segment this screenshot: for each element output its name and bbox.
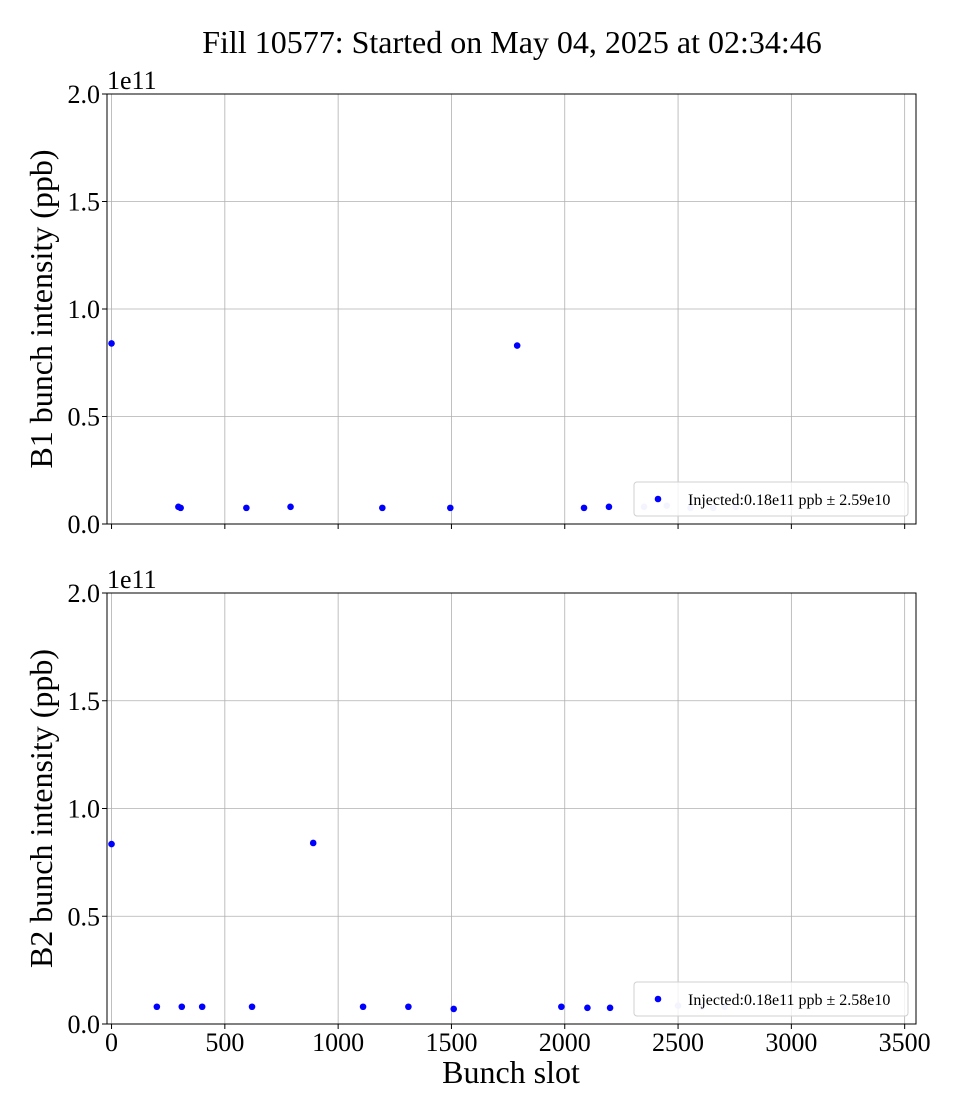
x-tick-label: 0 xyxy=(105,1028,118,1057)
data-point xyxy=(178,1003,186,1011)
data-point xyxy=(447,504,454,512)
data-point xyxy=(248,1003,256,1011)
data-point xyxy=(287,503,294,511)
data-point xyxy=(243,504,250,512)
data-point xyxy=(405,1003,412,1011)
data-point xyxy=(309,839,317,847)
legend-marker xyxy=(654,495,662,503)
y-tick-label: 0.0 xyxy=(68,510,101,539)
y-tick-label: 1.0 xyxy=(68,795,101,824)
b2-intensity-panel: 0 500 1000 1500 2000 2500 3000 3500 0.0 0.5 1.0 1.5… xyxy=(23,565,931,1057)
data-point xyxy=(558,1003,565,1011)
y-tick-label: 2.0 xyxy=(68,579,101,608)
y-tick-label: 0.0 xyxy=(68,1010,101,1039)
y-axis-label: B1 bunch intensity (ppb) xyxy=(23,149,59,468)
x-tick-label: 1000 xyxy=(312,1028,364,1057)
data-point xyxy=(605,503,613,511)
chart-title: Fill 10577: Started on May 04, 2025 at 0… xyxy=(202,24,822,60)
data-point xyxy=(177,504,184,512)
legend-entry: Injected:0.18e11 ppb ± 2.58e10 xyxy=(688,992,890,1009)
data-point xyxy=(606,1004,614,1012)
y-tick-label: 0.5 xyxy=(68,403,101,432)
x-tick-label: 1500 xyxy=(425,1028,477,1057)
legend-entry: Injected:0.18e11 ppb ± 2.59e10 xyxy=(688,492,890,509)
legend-marker xyxy=(654,995,662,1003)
x-tick-label: 3500 xyxy=(879,1028,931,1057)
data-point xyxy=(198,1003,206,1011)
y-tick-label: 2.0 xyxy=(68,80,101,109)
x-tick-label: 3000 xyxy=(765,1028,817,1057)
x-tick-label: 2000 xyxy=(539,1028,591,1057)
y-axis-multiplier: 1e11 xyxy=(107,565,157,594)
data-point xyxy=(450,1005,458,1013)
data-point xyxy=(584,1004,591,1012)
x-axis-label: Bunch slot xyxy=(442,1054,580,1090)
b1-intensity-panel: 0.0 0.5 1.0 1.5 2.0 1e11 B1 bunch intensity (p… xyxy=(23,66,917,539)
y-tick-label: 1.5 xyxy=(68,188,101,217)
y-tick-label: 0.5 xyxy=(68,902,101,931)
y-axis-label: B2 bunch intensity (ppb) xyxy=(23,649,59,968)
data-point xyxy=(580,504,588,512)
y-axis-multiplier: 1e11 xyxy=(107,66,157,95)
y-tick-label: 1.5 xyxy=(68,687,101,716)
data-point xyxy=(108,340,115,347)
x-tick-label: 500 xyxy=(205,1028,244,1057)
data-point xyxy=(379,504,386,512)
legend-box xyxy=(633,481,909,517)
data-point xyxy=(153,1003,161,1011)
data-point xyxy=(513,342,521,349)
data-point xyxy=(359,1003,367,1011)
legend-box xyxy=(633,981,909,1017)
x-tick-label: 2500 xyxy=(652,1028,704,1057)
y-tick-label: 1.0 xyxy=(68,295,101,324)
data-point xyxy=(108,840,115,848)
